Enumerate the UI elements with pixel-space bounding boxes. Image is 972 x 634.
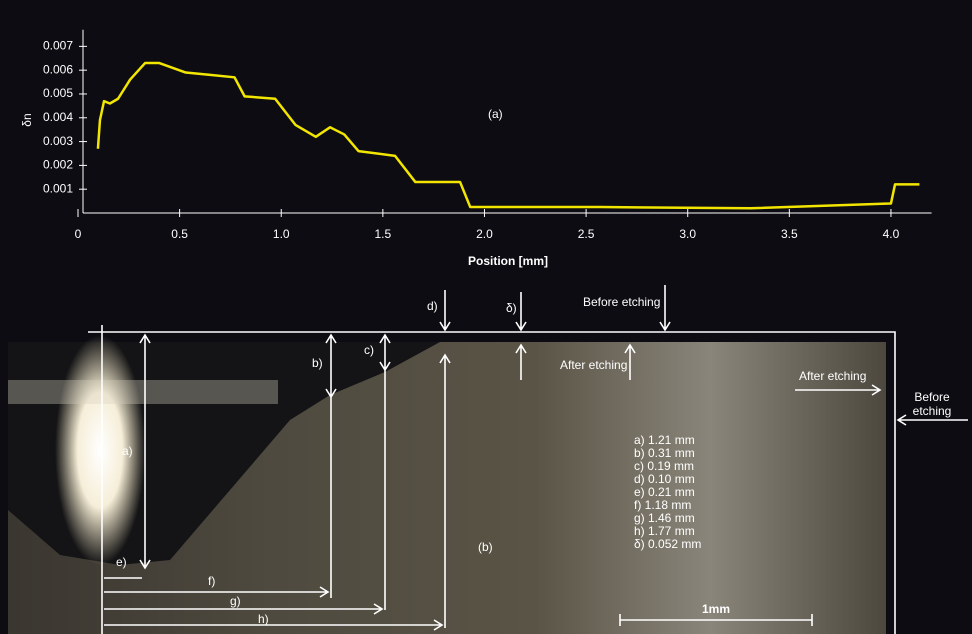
mark-label: δ) — [506, 301, 517, 315]
measurement: c) 0.19 mm — [634, 459, 694, 473]
mark-label: c) — [364, 343, 374, 357]
x-tick-label: 0 — [75, 227, 82, 241]
panel-label: (b) — [478, 540, 493, 554]
measurements: a) 1.21 mmb) 0.31 mmc) 0.19 mmd) 0.10 mm… — [634, 433, 701, 551]
y-tick-label: 0.001 — [43, 181, 73, 195]
note: After etching — [799, 369, 866, 383]
x-tick-label: 4.0 — [883, 227, 900, 241]
figure: (b) a) b) c) d) δ) e) f) g) h) Before et… — [0, 0, 972, 634]
x-tick-label: 3.5 — [781, 227, 798, 241]
note: After etching — [560, 358, 627, 372]
measurement: d) 0.10 mm — [634, 472, 695, 486]
data-line — [98, 63, 919, 208]
mark-label: a) — [122, 444, 133, 458]
note: etching — [913, 404, 952, 418]
y-tick-label: 0.004 — [43, 110, 73, 124]
mark-label: h) — [258, 612, 269, 626]
x-tick-label: 1.0 — [273, 227, 290, 241]
note: Before — [914, 390, 950, 404]
photo — [8, 335, 886, 634]
y-tick-label: 0.002 — [43, 158, 73, 172]
measurement: h) 1.77 mm — [634, 524, 695, 538]
x-tick-label: 2.5 — [578, 227, 595, 241]
measurement: e) 0.21 mm — [634, 485, 695, 499]
mark-label: g) — [230, 594, 241, 608]
mark-label: b) — [312, 356, 323, 370]
mark-label: d) — [427, 299, 438, 313]
y-axis-title: δn — [20, 113, 34, 126]
measurement: f) 1.18 mm — [634, 498, 691, 512]
light-streak — [8, 380, 278, 404]
mark-label: e) — [116, 555, 127, 569]
measurement: a) 1.21 mm — [634, 433, 695, 447]
note: Before etching — [583, 295, 660, 309]
x-axis-title: Position [mm] — [468, 254, 548, 268]
x-tick-label: 1.5 — [375, 227, 392, 241]
y-tick-label: 0.005 — [43, 86, 73, 100]
x-tick-label: 3.0 — [679, 227, 696, 241]
measurement: b) 0.31 mm — [634, 446, 695, 460]
chart-annotation: (a) — [488, 107, 503, 121]
scale-bar-label: 1mm — [702, 602, 730, 616]
mark-label: f) — [208, 574, 215, 588]
measurement: g) 1.46 mm — [634, 511, 695, 525]
y-tick-label: 0.007 — [43, 39, 73, 53]
x-tick-label: 2.0 — [476, 227, 493, 241]
measurement: δ) 0.052 mm — [634, 537, 701, 551]
y-tick-label: 0.003 — [43, 134, 73, 148]
chart: (a) δn Position [mm] 0.001 0.002 0.003 0.00… — [20, 30, 931, 268]
x-tick-label: 0.5 — [171, 227, 188, 241]
y-tick-label: 0.006 — [43, 62, 73, 76]
